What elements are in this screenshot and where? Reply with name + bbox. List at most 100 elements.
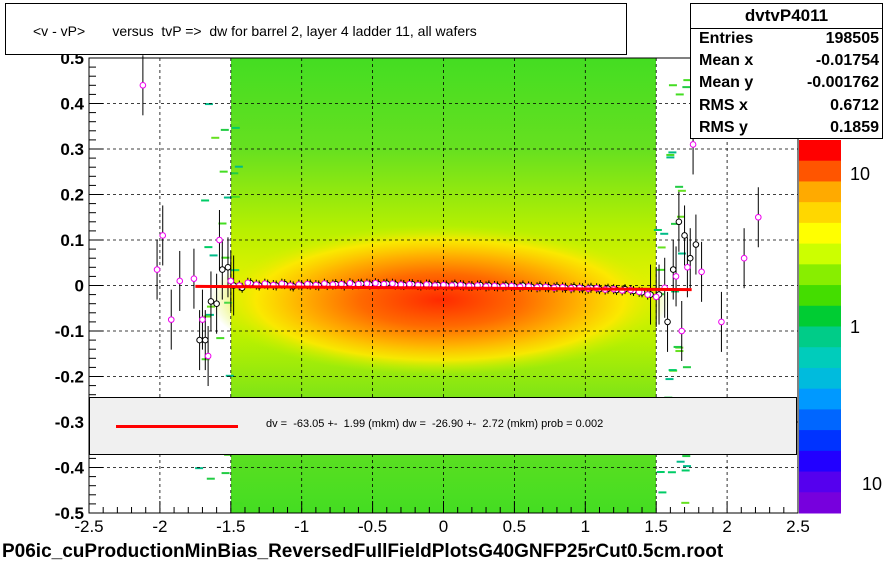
color-scale-step bbox=[799, 264, 841, 286]
x-tick-label: 1.5 bbox=[644, 517, 668, 536]
heatmap-speckle bbox=[668, 151, 677, 154]
stats-box: dvtvP4011 Entries 198505 Mean x -0.01754… bbox=[690, 3, 883, 139]
x-tick-label: -2.5 bbox=[74, 517, 103, 536]
color-scale-step bbox=[799, 388, 841, 410]
heatmap-speckle bbox=[234, 502, 243, 505]
heatmap-speckle bbox=[681, 501, 690, 504]
color-scale-step bbox=[799, 202, 841, 224]
heatmap-speckle bbox=[667, 471, 676, 474]
heatmap-speckle bbox=[230, 172, 239, 175]
y-tick-label: -0.5 bbox=[55, 504, 84, 523]
profile-point bbox=[689, 141, 697, 148]
heatmap-speckle bbox=[682, 86, 691, 89]
stats-value: 198505 bbox=[825, 30, 879, 47]
chart-title: <v - vP> versus tvP => dw for barrel 2, … bbox=[33, 23, 477, 39]
y-axis-tick-labels: -0.5-0.4-0.3-0.2-0.100.10.20.30.40.5 bbox=[55, 49, 85, 523]
heatmap-speckle bbox=[219, 170, 228, 173]
profile-point bbox=[672, 273, 680, 280]
heatmap-speckle bbox=[670, 222, 679, 225]
heatmap-speckle bbox=[203, 315, 212, 318]
profile-point bbox=[218, 266, 226, 273]
color-scale-step bbox=[799, 450, 841, 473]
stats-value: 0.1859 bbox=[830, 119, 879, 136]
file-name-footer: P06ic_cuProductionMinBias_ReversedFullFi… bbox=[2, 541, 724, 562]
profile-point bbox=[204, 352, 212, 360]
heatmap-speckle bbox=[195, 467, 204, 470]
heatmap-speckle bbox=[681, 469, 690, 472]
heatmap-speckle bbox=[204, 103, 213, 106]
profile-point bbox=[153, 266, 161, 273]
color-scale-step bbox=[799, 367, 841, 390]
heatmap-speckle bbox=[653, 228, 662, 231]
y-tick-label: 0 bbox=[75, 277, 84, 296]
stats-histogram-name: dvtvP4011 bbox=[744, 6, 829, 25]
heatmap-speckle bbox=[223, 196, 232, 199]
heatmap-speckle bbox=[673, 345, 682, 348]
profile-point bbox=[684, 264, 691, 271]
x-axis-tick-labels: -2.5 -2 -1.5 -1 -0.5 0 0.5 1 1.5 2 2.5 bbox=[74, 517, 809, 536]
heatmap-speckle bbox=[234, 165, 243, 168]
heatmap-speckle bbox=[201, 199, 210, 202]
fit-line bbox=[195, 284, 692, 292]
color-scale-labels: 10 1 10 bbox=[850, 164, 882, 494]
legend-line-sample bbox=[116, 425, 238, 428]
profile-point bbox=[346, 279, 354, 287]
y-tick-label: 0.1 bbox=[60, 231, 84, 250]
heatmap-speckle bbox=[231, 126, 240, 129]
fit-legend-box: dv = -63.05 +- 1.99 (mkm) dw = -26.90 +-… bbox=[89, 397, 797, 455]
profile-point bbox=[718, 318, 725, 326]
profile-point bbox=[201, 336, 209, 344]
heatmap-speckle bbox=[678, 252, 687, 255]
heatmap-speckle bbox=[220, 128, 229, 131]
heatmap-speckle bbox=[656, 471, 665, 474]
heatmap-speckle bbox=[676, 460, 685, 463]
heatmap-speckle bbox=[666, 156, 675, 159]
x-tick-label: 1 bbox=[581, 517, 590, 536]
heatmap-speckle bbox=[221, 472, 230, 475]
color-scale-step bbox=[799, 347, 841, 369]
color-scale-label: 1 bbox=[850, 317, 860, 337]
profile-point bbox=[644, 291, 651, 298]
profile-point bbox=[244, 279, 252, 287]
stats-key: RMS x bbox=[699, 97, 748, 114]
profile-point bbox=[740, 254, 748, 262]
profile-point bbox=[681, 232, 688, 239]
profile-point bbox=[224, 264, 232, 271]
heatmap-core bbox=[210, 225, 670, 375]
profile-point bbox=[363, 280, 371, 287]
heatmap-speckle bbox=[676, 215, 685, 218]
profile-point bbox=[139, 82, 147, 89]
profile-point bbox=[372, 279, 379, 287]
profile-point bbox=[686, 254, 694, 262]
stats-key: Mean x bbox=[699, 52, 754, 69]
y-tick-label: 0.3 bbox=[60, 140, 84, 159]
profile-point bbox=[389, 280, 396, 287]
color-scale-step bbox=[799, 492, 841, 514]
color-scale-step bbox=[799, 243, 841, 265]
heatmap-speckle bbox=[204, 246, 213, 249]
y-tick-label: -0.1 bbox=[55, 322, 84, 341]
x-tick-label: -0.5 bbox=[358, 517, 387, 536]
heatmap-speckle bbox=[225, 374, 234, 377]
heatmap-speckle bbox=[221, 256, 230, 259]
x-tick-label: 0 bbox=[439, 517, 448, 536]
stats-divider bbox=[691, 28, 882, 29]
title-box: <v - vP> versus tvP => dw for barrel 2, … bbox=[5, 3, 627, 55]
heatmap-speckle bbox=[660, 232, 669, 235]
stats-value: -0.001762 bbox=[806, 74, 879, 91]
heatmap-speckle bbox=[675, 93, 684, 96]
heatmap-speckle bbox=[675, 185, 684, 188]
profile-point bbox=[176, 277, 184, 285]
profile-point bbox=[754, 213, 762, 221]
heatmap-speckle bbox=[230, 121, 239, 124]
color-scale-label: 10 bbox=[862, 474, 882, 494]
color-scale-step bbox=[799, 326, 841, 348]
profile-markers bbox=[139, 55, 762, 387]
axis-ticks bbox=[88, 57, 799, 514]
x-tick-label: 2.5 bbox=[786, 517, 810, 536]
x-tick-label: 0.5 bbox=[503, 517, 527, 536]
color-scale-step bbox=[799, 471, 841, 493]
profile-point bbox=[664, 318, 671, 326]
profile-point bbox=[321, 280, 328, 287]
